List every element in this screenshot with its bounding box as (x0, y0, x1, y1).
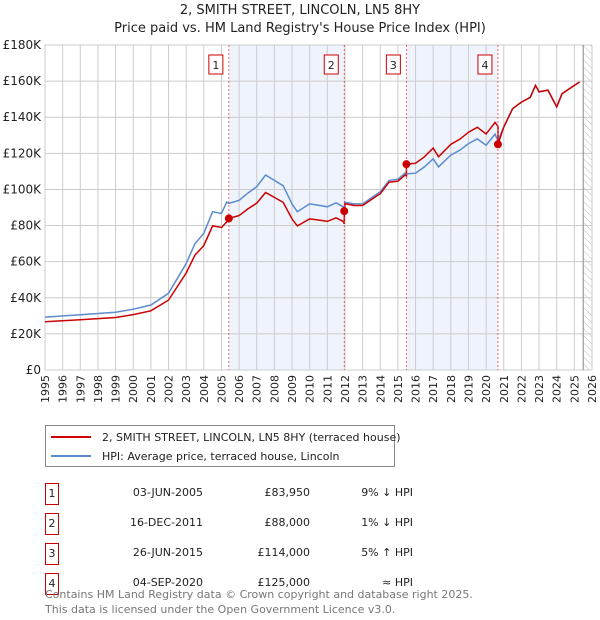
sale-price: £125,000 (257, 576, 311, 589)
x-tick-label: 2015 (392, 375, 405, 403)
x-tick-label: 2013 (357, 375, 370, 403)
legend-item-price: 2, SMITH STREET, LINCOLN, LN5 8HY (terra… (51, 429, 401, 445)
x-tick-label: 2003 (180, 375, 193, 403)
x-tick-label: 2006 (233, 375, 246, 403)
y-tick-label: £60K (10, 255, 42, 269)
y-tick-label: £40K (10, 291, 42, 305)
sale-date: 26-JUN-2015 (132, 546, 203, 559)
y-tick-label: £180K (3, 38, 43, 52)
shaded-period (406, 45, 498, 370)
legend-item-hpi: HPI: Average price, terraced house, Linc… (51, 448, 339, 464)
x-tick-label: 2017 (427, 375, 440, 403)
x-tick-label: 2009 (286, 375, 299, 403)
sale-number: 1 (45, 483, 59, 505)
sale-hpi-diff: ≈ HPI (382, 576, 413, 589)
x-tick-label: 1999 (110, 375, 123, 403)
sale-date: 03-JUN-2005 (132, 486, 203, 499)
legend-swatch-red (51, 436, 91, 438)
sale-label: 1 (212, 59, 219, 72)
chart-title: 2, SMITH STREET, LINCOLN, LN5 8HY (179, 3, 421, 18)
x-tick-label: 2021 (498, 375, 511, 403)
y-tick-label: £0 (26, 363, 41, 377)
forecast-hatch (583, 45, 592, 370)
x-tick-label: 2000 (127, 375, 140, 403)
x-tick-label: 1997 (74, 375, 87, 403)
x-tick-label: 2007 (251, 375, 264, 403)
sale-price: £83,950 (264, 486, 311, 499)
x-tick-label: 1996 (57, 375, 70, 403)
sale-label: 2 (328, 59, 335, 72)
sale-row: 2 16-DEC-2011 £88,000 1% ↓ HPI (45, 513, 413, 535)
sale-point (224, 214, 233, 223)
x-tick-label: 2019 (462, 375, 475, 403)
x-tick-label: 2026 (586, 375, 599, 403)
sale-price: £114,000 (257, 546, 311, 559)
sale-number: 2 (45, 513, 59, 535)
x-tick-label: 2012 (339, 375, 352, 403)
plot-area: 1995 1996 1997 1998 1999 2000 2001 2002 2003 2004… (3, 38, 599, 403)
x-tick-label: 2024 (551, 375, 564, 403)
x-tick-label: 2018 (445, 375, 458, 403)
legend-swatch-blue (51, 455, 91, 457)
x-tick-label: 2002 (163, 375, 176, 403)
sale-label-box (323, 54, 339, 75)
sale-number: 4 (45, 573, 59, 595)
sale-row: 4 04-SEP-2020 £125,000 ≈ HPI (45, 573, 413, 595)
sale-hpi-diff: 1% ↓ HPI (361, 516, 413, 529)
x-tick-label: 2022 (515, 375, 528, 403)
x-tick-label: 2020 (480, 375, 493, 403)
sale-point (340, 207, 349, 216)
y-tick-label: £160K (3, 74, 43, 88)
sale-label-box (477, 54, 493, 75)
x-tick-label: 1995 (39, 375, 52, 403)
legend: 2, SMITH STREET, LINCOLN, LN5 8HY (terra… (45, 425, 401, 467)
sale-date: 16-DEC-2011 (129, 516, 203, 529)
sale-number: 3 (45, 543, 59, 565)
x-tick-label: 2011 (321, 375, 334, 403)
x-tick-label: 1998 (92, 375, 105, 403)
footer-line-1: Contains HM Land Registry data © Crown c… (45, 588, 473, 601)
sale-row: 3 26-JUN-2015 £114,000 5% ↑ HPI (45, 543, 413, 565)
x-tick-label: 2001 (145, 375, 158, 403)
y-tick-label: £20K (10, 327, 42, 341)
sale-point (402, 160, 411, 169)
sale-row: 1 03-JUN-2005 £83,950 9% ↓ HPI (45, 483, 413, 505)
x-tick-label: 2004 (198, 375, 211, 403)
x-tick-label: 2025 (568, 375, 581, 403)
x-tick-label: 2005 (215, 375, 228, 403)
chart-subtitle: Price paid vs. HM Land Registry's House … (114, 21, 486, 36)
legend-label: HPI: Average price, terraced house, Linc… (102, 449, 340, 463)
sale-label-box (208, 54, 224, 75)
sale-label: 4 (481, 59, 488, 72)
y-tick-label: £120K (3, 146, 43, 160)
y-tick-label: £140K (3, 110, 43, 124)
y-tick-label: £100K (3, 182, 43, 196)
sale-label: 3 (390, 59, 397, 72)
x-tick-label: 2023 (533, 375, 546, 403)
sale-price: £88,000 (264, 516, 311, 529)
footer-line-2: This data is licensed under the Open Gov… (45, 603, 396, 616)
sale-point (493, 140, 502, 149)
x-tick-label: 2010 (304, 375, 317, 403)
sale-date: 04-SEP-2020 (132, 576, 203, 589)
x-tick-label: 2008 (268, 375, 281, 403)
x-tick-label: 2016 (410, 375, 423, 403)
y-tick-label: £80K (10, 219, 42, 233)
sale-hpi-diff: 9% ↓ HPI (361, 486, 413, 499)
x-tick-label: 2014 (374, 375, 387, 403)
sale-label-box (385, 54, 401, 75)
sale-hpi-diff: 5% ↑ HPI (361, 546, 413, 559)
price-paid-line (44, 81, 581, 323)
legend-label: 2, SMITH STREET, LINCOLN, LN5 8HY (terra… (102, 430, 401, 444)
